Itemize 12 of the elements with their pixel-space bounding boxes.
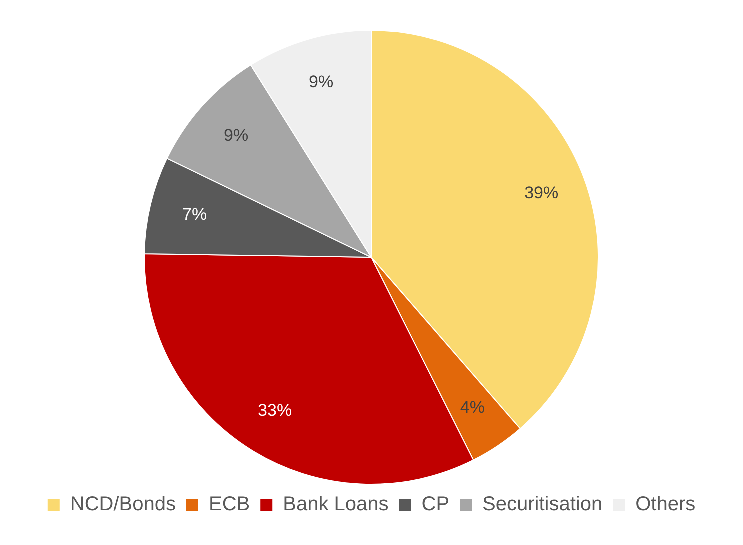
data-label: 39% <box>524 184 559 203</box>
data-label: 7% <box>182 205 208 224</box>
legend-label: CP <box>422 494 450 516</box>
legend-label: Bank Loans <box>283 494 389 516</box>
legend-label: ECB <box>208 494 250 516</box>
data-label: 9% <box>309 72 334 92</box>
legend-label: Others <box>636 494 696 516</box>
data-label: 4% <box>460 398 485 417</box>
data-label: 33% <box>258 401 292 420</box>
data-label: 9% <box>224 126 249 145</box>
legend-label: NCD/Bonds <box>70 494 176 516</box>
legend-label: Securitisation <box>482 494 603 516</box>
